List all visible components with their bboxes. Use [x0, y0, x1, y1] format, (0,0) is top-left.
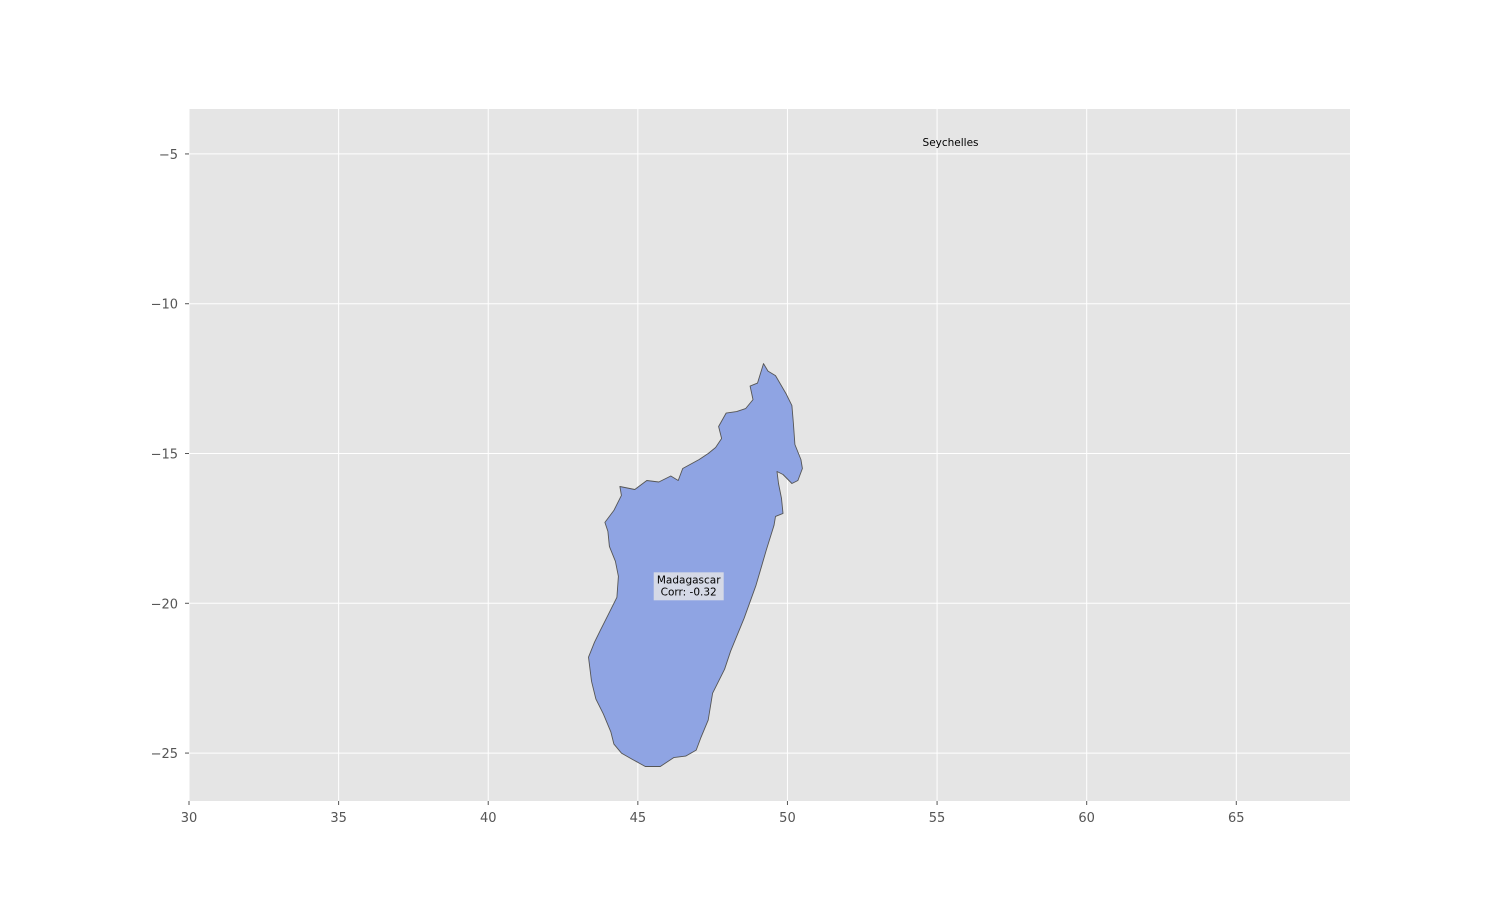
y-tick-label: −20 — [151, 597, 178, 612]
y-tick-label: −15 — [151, 448, 178, 463]
x-tick-label: 30 — [181, 811, 198, 826]
x-tick-label: 35 — [330, 811, 347, 826]
x-tick-label: 60 — [1078, 811, 1095, 826]
x-tick-label: 55 — [929, 811, 946, 826]
madagascar-label-correlation: Corr: -0.32 — [661, 586, 717, 598]
axis-ticks: 30 35 40 45 50 55 60 65 −5 −10 −15 −20 −25 — [151, 148, 1245, 826]
x-tick-label: 45 — [630, 811, 647, 826]
y-tick-label: −10 — [151, 298, 178, 313]
madagascar-label-name: Madagascar — [657, 574, 721, 586]
region-labels: Madagascar Corr: -0.32 Seychelles — [653, 137, 979, 601]
x-tick-label: 40 — [480, 811, 497, 826]
y-tick-label: −5 — [159, 148, 178, 163]
y-tick-label: −25 — [151, 747, 178, 762]
madagascar-region — [588, 363, 803, 767]
x-tick-label: 65 — [1228, 811, 1245, 826]
x-tick-label: 50 — [779, 811, 796, 826]
madagascar-label-box — [653, 572, 724, 601]
map-regions — [588, 363, 803, 767]
seychelles-label: Seychelles — [923, 137, 979, 149]
